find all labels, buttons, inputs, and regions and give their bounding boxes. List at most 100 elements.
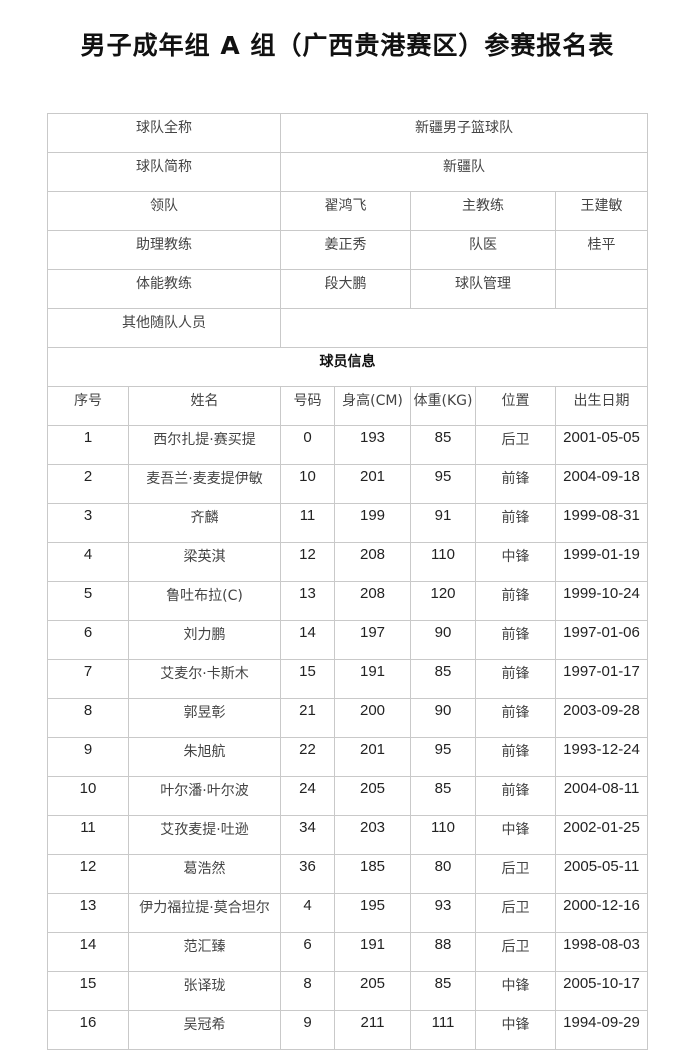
player-name: 叶尔潘·叶尔波: [128, 776, 281, 816]
player-name: 张译珑: [128, 971, 281, 1011]
player-birthdate: 2004-09-18: [554, 464, 649, 504]
player-header-row: 序号 姓名 号码 身高(CM) 体重(KG) 位置 出生日期: [47, 386, 649, 426]
player-index: 1: [47, 425, 129, 465]
other-staff: [279, 308, 649, 348]
player-weight: 120: [410, 581, 476, 621]
fitness-row: 体能教练 段大鹏 球队管理: [47, 269, 649, 309]
player-row: 5 鲁吐布拉(C) 13 208 120 前锋 1999-10-24: [47, 581, 649, 621]
registration-table: 球队全称 新疆男子篮球队 球队简称 新疆队 领队 翟鸿飞 主教练 王建敏 助理教…: [46, 113, 649, 1050]
team-full-name-row: 球队全称 新疆男子篮球队: [47, 113, 649, 153]
player-position: 前锋: [475, 698, 556, 738]
player-row: 3 齐麟 11 199 91 前锋 1999-08-31: [47, 503, 649, 543]
player-row: 1 西尔扎提·赛买提 0 193 85 后卫 2001-05-05: [47, 425, 649, 465]
player-birthdate: 2004-08-11: [554, 776, 649, 816]
player-height: 200: [334, 698, 411, 738]
player-weight: 85: [410, 971, 476, 1011]
player-index: 8: [47, 698, 129, 738]
header-weight: 体重(KG): [410, 386, 476, 426]
player-position: 前锋: [475, 503, 556, 543]
player-index: 12: [47, 854, 129, 894]
player-height: 211: [334, 1010, 411, 1050]
head-coach-label: 主教练: [410, 191, 556, 231]
player-position: 前锋: [475, 659, 556, 699]
player-number: 34: [280, 815, 335, 855]
fitness-coach-label: 体能教练: [47, 269, 281, 309]
player-weight: 93: [410, 893, 476, 933]
player-row: 10 叶尔潘·叶尔波 24 205 85 前锋 2004-08-11: [47, 776, 649, 816]
player-row: 8 郭昱彰 21 200 90 前锋 2003-09-28: [47, 698, 649, 738]
player-height: 193: [334, 425, 411, 465]
player-name: 刘力鹏: [128, 620, 281, 660]
player-weight: 85: [410, 659, 476, 699]
doctor-label: 队医: [410, 230, 556, 270]
player-index: 15: [47, 971, 129, 1011]
player-height: 185: [334, 854, 411, 894]
player-height: 199: [334, 503, 411, 543]
team-short-name: 新疆队: [279, 152, 649, 192]
player-birthdate: 2005-05-11: [554, 854, 649, 894]
player-index: 6: [47, 620, 129, 660]
player-name: 艾孜麦提·吐逊: [128, 815, 281, 855]
player-position: 后卫: [475, 854, 556, 894]
players-section-title: 球员信息: [46, 347, 649, 387]
player-weight: 91: [410, 503, 476, 543]
team-full-name: 新疆男子篮球队: [279, 113, 649, 153]
player-name: 齐麟: [128, 503, 281, 543]
team-short-name-label: 球队简称: [47, 152, 281, 192]
player-height: 197: [334, 620, 411, 660]
player-height: 191: [334, 932, 411, 972]
player-name: 梁英淇: [128, 542, 281, 582]
other-staff-label: 其他随队人员: [47, 308, 281, 348]
player-birthdate: 2005-10-17: [554, 971, 649, 1011]
player-number: 9: [280, 1010, 335, 1050]
player-number: 14: [280, 620, 335, 660]
manager: [554, 269, 649, 309]
player-position: 中锋: [475, 971, 556, 1011]
player-position: 中锋: [475, 1010, 556, 1050]
player-number: 0: [280, 425, 335, 465]
player-index: 14: [47, 932, 129, 972]
player-birthdate: 1993-12-24: [554, 737, 649, 777]
player-height: 191: [334, 659, 411, 699]
player-row: 14 范汇臻 6 191 88 后卫 1998-08-03: [47, 932, 649, 972]
player-number: 4: [280, 893, 335, 933]
doctor: 桂平: [554, 230, 649, 270]
player-number: 11: [280, 503, 335, 543]
player-birthdate: 1999-10-24: [554, 581, 649, 621]
player-weight: 95: [410, 464, 476, 504]
player-position: 中锋: [475, 815, 556, 855]
player-number: 8: [280, 971, 335, 1011]
player-position: 前锋: [475, 581, 556, 621]
player-index: 4: [47, 542, 129, 582]
player-height: 208: [334, 542, 411, 582]
player-position: 后卫: [475, 425, 556, 465]
player-weight: 95: [410, 737, 476, 777]
assistant-row: 助理教练 姜正秀 队医 桂平: [47, 230, 649, 270]
head-coach: 王建敏: [554, 191, 649, 231]
player-position: 前锋: [475, 776, 556, 816]
player-number: 21: [280, 698, 335, 738]
player-row: 2 麦吾兰·麦麦提伊敏 10 201 95 前锋 2004-09-18: [47, 464, 649, 504]
page-title: 男子成年组 A 组（广西贵港赛区）参赛报名表: [80, 31, 615, 60]
header-number: 号码: [280, 386, 335, 426]
player-index: 10: [47, 776, 129, 816]
player-weight: 90: [410, 698, 476, 738]
leader-row: 领队 翟鸿飞 主教练 王建敏: [47, 191, 649, 231]
team-short-name-row: 球队简称 新疆队: [47, 152, 649, 192]
player-name: 吴冠希: [128, 1010, 281, 1050]
player-height: 205: [334, 971, 411, 1011]
player-height: 205: [334, 776, 411, 816]
player-weight: 85: [410, 776, 476, 816]
player-row: 12 葛浩然 36 185 80 后卫 2005-05-11: [47, 854, 649, 894]
player-row: 7 艾麦尔·卡斯木 15 191 85 前锋 1997-01-17: [47, 659, 649, 699]
player-birthdate: 1997-01-06: [554, 620, 649, 660]
player-weight: 90: [410, 620, 476, 660]
player-birthdate: 2002-01-25: [554, 815, 649, 855]
player-position: 后卫: [475, 932, 556, 972]
player-name: 艾麦尔·卡斯木: [128, 659, 281, 699]
assistant-coach: 姜正秀: [280, 230, 411, 270]
player-row: 16 吴冠希 9 211 111 中锋 1994-09-29: [47, 1010, 649, 1050]
player-number: 10: [280, 464, 335, 504]
player-birthdate: 1999-08-31: [554, 503, 649, 543]
player-index: 5: [47, 581, 129, 621]
